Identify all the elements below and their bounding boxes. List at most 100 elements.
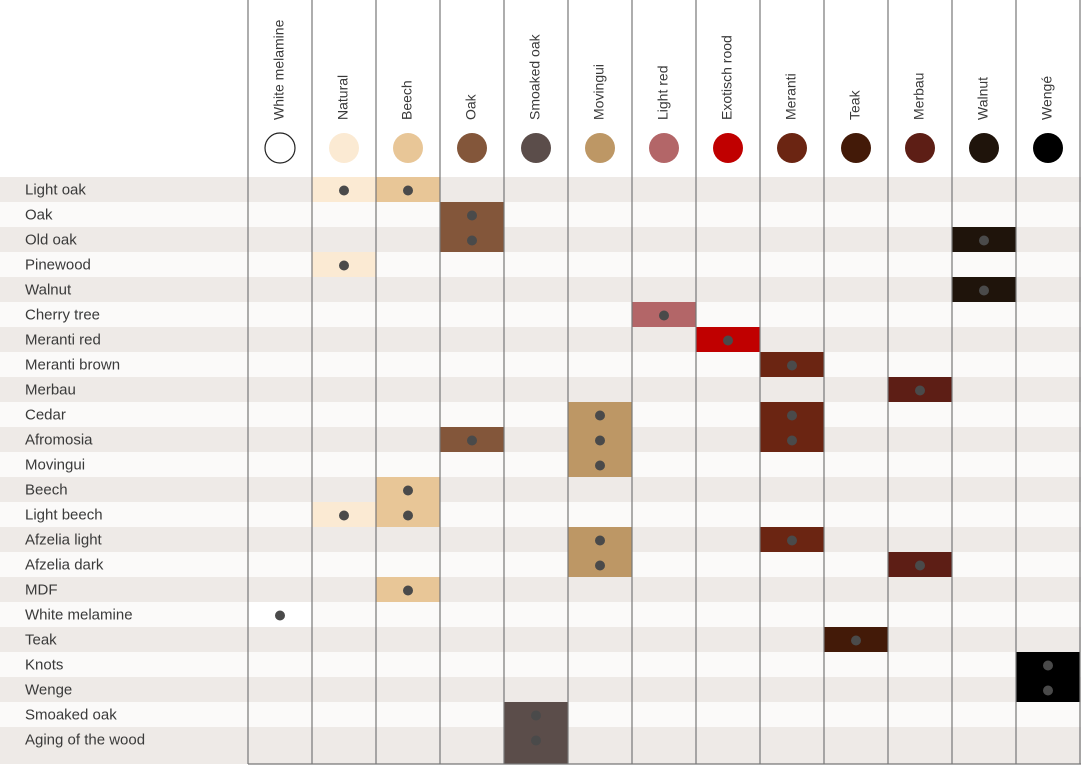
row-label: Cedar [25,406,66,423]
match-dot [595,460,605,471]
match-dot [787,535,797,546]
column-label-beech: Beech [399,80,415,120]
row-band [0,502,1081,527]
match-dot [403,585,413,596]
column-label-smoaked-oak: Smoaked oak [527,33,543,120]
row-band [0,652,1081,677]
row-band [0,577,1081,602]
match-dot [275,610,285,621]
match-dot [467,435,477,446]
row-label: Movingui [25,456,85,473]
match-dot [467,235,477,246]
column-label-meranti: Meranti [783,73,799,120]
row-band [0,602,1081,627]
row-label: Merbau [25,381,76,398]
match-dot [339,260,349,271]
row-label: Afzelia dark [25,556,104,573]
row-label: Pinewood [25,256,91,273]
column-label-teak: Teak [847,89,863,120]
row-band [0,627,1081,652]
row-label: Smoaked oak [25,706,117,723]
match-dot [467,210,477,221]
row-band [0,402,1081,427]
row-band [0,177,1081,202]
row-label: Meranti brown [25,356,120,373]
swatch-white-melamine [264,132,296,164]
match-dot [403,485,413,496]
swatch-merbau [905,133,935,163]
row-bands [0,177,1081,764]
match-dot [595,435,605,446]
match-dot [595,535,605,546]
column-gridlines [247,0,1081,765]
color-swatches [264,132,1063,164]
row-label: MDF [25,581,58,598]
swatch-oak [457,133,487,163]
swatch-movingui [585,133,615,163]
row-band [0,327,1081,352]
row-label: Light oak [25,181,86,198]
match-dot [787,410,797,421]
row-band [0,202,1081,227]
match-dot [787,360,797,371]
row-label: Afromosia [25,431,93,448]
row-band [0,527,1081,552]
row-label: Light beech [25,506,103,523]
row-band [0,252,1081,277]
match-dot [1043,660,1053,671]
row-band [0,352,1081,377]
match-dot [787,435,797,446]
column-label-merbau: Merbau [911,73,927,120]
match-dot [659,310,669,321]
row-label: Knots [25,656,63,673]
match-dot [1043,685,1053,696]
row-label: Aging of the wood [25,731,145,748]
row-label: White melamine [25,606,133,623]
swatch-meranti [777,133,807,163]
row-band [0,677,1081,702]
row-band [0,452,1081,477]
match-dot [915,385,925,396]
row-label: Beech [25,481,68,498]
swatch-light-red [649,133,679,163]
match-dot [723,335,733,346]
row-label: Meranti red [25,331,101,348]
match-dot [979,235,989,246]
swatch-beech [393,133,423,163]
row-label: Cherry tree [25,306,100,323]
column-label-exotisch-rood: Exotisch rood [719,35,735,120]
swatch-exotisch-rood [713,133,743,163]
row-label: Old oak [25,231,77,248]
row-band [0,477,1081,502]
match-dot [403,510,413,521]
row-band [0,227,1081,252]
match-dot [915,560,925,571]
column-label-weng-: Wengé [1039,76,1055,120]
swatch-teak [841,133,871,163]
row-label: Teak [25,631,57,648]
column-labels: White melamine Natural Beech Oak Smoaked oak… [271,19,1055,120]
swatch-walnut [969,133,999,163]
match-dot [339,185,349,196]
column-label-movingui: Movingui [591,64,607,120]
row-label: Wenge [25,681,72,698]
column-label-oak: Oak [463,93,479,120]
match-dot [531,710,541,721]
swatch-smoaked-oak [521,133,551,163]
match-dot [595,410,605,421]
match-dot [595,560,605,571]
row-labels: Light oak Oak Old oak Pinewood Walnut Cherry … [25,181,145,748]
match-dots [275,185,1053,746]
match-dot [403,185,413,196]
match-dot [531,735,541,746]
row-band [0,302,1081,327]
match-dot [851,635,861,646]
column-label-walnut: Walnut [975,77,991,120]
row-band [0,277,1081,302]
match-dot [979,285,989,296]
match-dot [339,510,349,521]
row-label: Oak [25,206,53,223]
column-label-light-red: Light red [655,66,671,120]
row-label: Afzelia light [25,531,103,548]
